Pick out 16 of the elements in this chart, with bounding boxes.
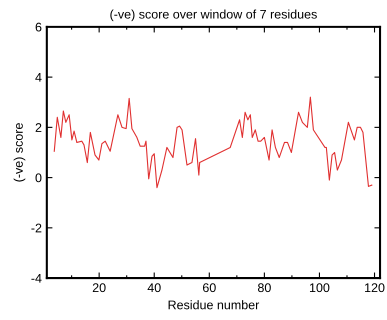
y-tick-label: 4 [35,73,42,82]
x-tick-label: 100 [310,283,330,292]
y-tick-label: 2 [36,123,42,132]
x-tick-label: 20 [92,283,106,292]
y-tick-label: -4 [31,274,42,283]
x-tick-label: 40 [148,283,161,292]
x-axis-title: Residue number [168,300,260,310]
y-tick-label: 6 [36,22,42,32]
chart-title: (-ve) score over window of 7 residues [110,9,317,22]
y-tick-label: 0 [36,173,42,182]
y-tick-label: -2 [31,224,42,232]
x-tick-label: 60 [202,283,216,292]
line-series [54,96,372,188]
x-tick-label: 120 [365,283,384,292]
x-tick-label: 80 [258,283,271,292]
y-axis-title: (-ve) score [14,123,26,182]
